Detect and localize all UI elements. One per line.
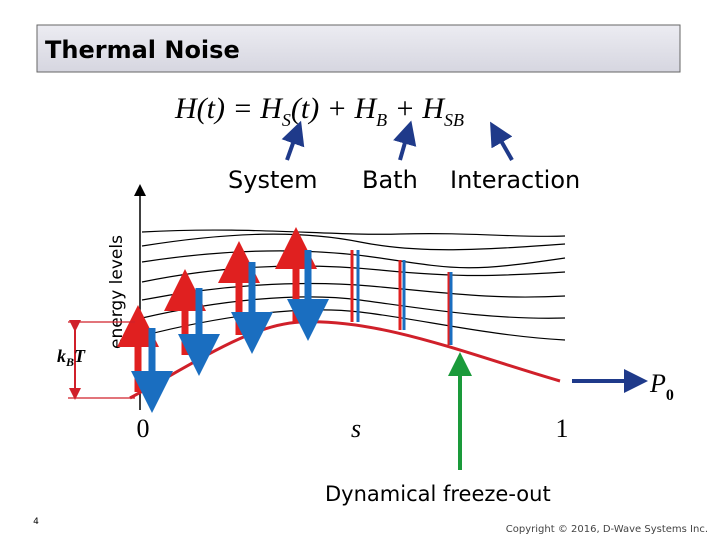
- pointer-arrows: [281, 120, 514, 161]
- freeze-label: Dynamical freeze-out: [325, 482, 551, 506]
- thin-arrows: [350, 250, 453, 345]
- p0-p: P: [649, 369, 666, 398]
- y-axis-label: energy levels: [107, 235, 127, 349]
- eq-part: + H: [387, 92, 446, 125]
- p0-sub: 0: [666, 387, 674, 404]
- kbt-bracket: [68, 320, 135, 400]
- transition-arrows: [117, 227, 329, 413]
- page-number: 4: [33, 517, 39, 527]
- eq-sub: SB: [444, 110, 464, 130]
- eq-sub: B: [376, 110, 387, 130]
- energy-levels: [141, 229, 566, 341]
- eq-sub: S: [282, 110, 291, 130]
- label-interaction: Interaction: [450, 166, 580, 194]
- label-system: System: [228, 166, 318, 194]
- kbt-label: kBT: [57, 346, 86, 369]
- title-box: [36, 24, 681, 73]
- kbt-k: k: [57, 346, 66, 366]
- x-mid: s: [351, 414, 361, 443]
- eq-part: H(t) = H: [174, 92, 284, 125]
- kbt-t: T: [74, 346, 86, 366]
- eq-part: (t) + H: [291, 92, 379, 125]
- x-end: 1: [556, 414, 569, 443]
- p0-label: P0: [649, 369, 674, 404]
- equation: H(t) = HS(t) + HB + HSB: [174, 92, 464, 130]
- x-start: 0: [137, 414, 150, 443]
- kbt-sub: B: [65, 355, 74, 369]
- label-bath: Bath: [362, 166, 418, 194]
- title: Thermal Noise: [45, 36, 240, 64]
- copyright: Copyright © 2016, D-Wave Systems Inc.: [506, 524, 708, 535]
